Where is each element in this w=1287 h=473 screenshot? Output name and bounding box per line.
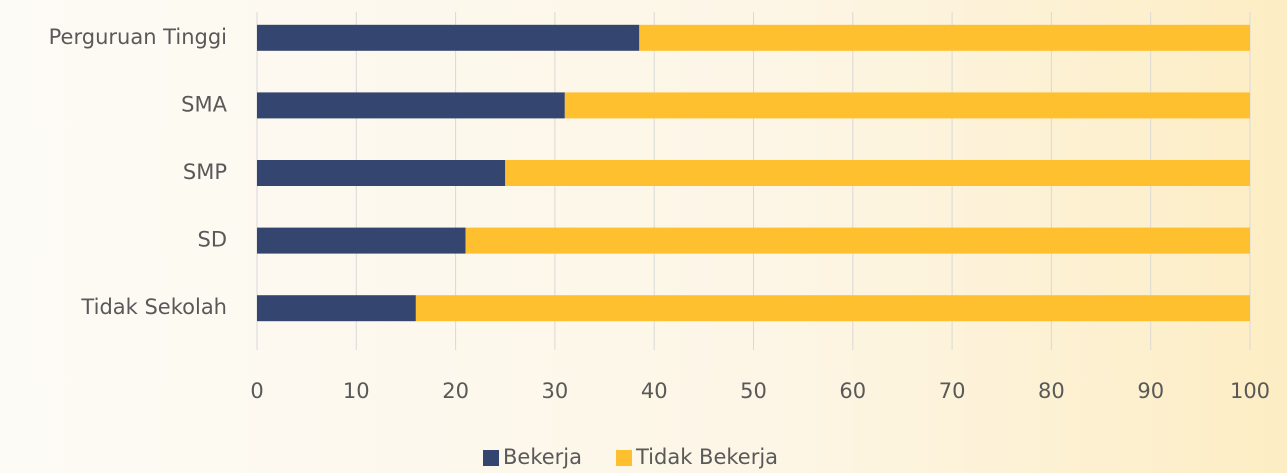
x-tick-label: 40 (641, 379, 668, 403)
x-tick-label: 50 (740, 379, 767, 403)
y-tick-label: Tidak Sekolah (80, 295, 227, 319)
y-tick-label: SD (197, 228, 227, 252)
bar-segment (257, 227, 466, 254)
y-tick-label: SMA (181, 92, 227, 116)
bar-segment (415, 295, 1250, 322)
x-tick-label: 10 (343, 379, 370, 403)
legend-label: Bekerja (503, 445, 582, 469)
x-tick-label: 70 (939, 379, 966, 403)
bar-segment (257, 160, 506, 186)
bar-segment (505, 160, 1250, 186)
legend-label: Tidak Bekerja (635, 445, 778, 469)
legend-swatch (616, 450, 632, 466)
bar-segment (639, 24, 1250, 51)
x-tick-label: 30 (542, 379, 569, 403)
legend-swatch (483, 450, 499, 466)
bar-segment (257, 295, 416, 322)
bar-segment (257, 92, 565, 119)
x-tick-label: 0 (250, 379, 263, 403)
y-tick-label: Perguruan Tinggi (49, 25, 227, 49)
x-tick-label: 60 (839, 379, 866, 403)
x-tick-label: 100 (1230, 379, 1270, 403)
bar-segment (257, 24, 640, 51)
x-tick-label: 20 (442, 379, 469, 403)
bar-segment (564, 92, 1250, 119)
x-tick-label: 80 (1038, 379, 1065, 403)
x-tick-label: 90 (1137, 379, 1164, 403)
y-tick-label: SMP (183, 160, 227, 184)
bar-segment (465, 227, 1250, 254)
